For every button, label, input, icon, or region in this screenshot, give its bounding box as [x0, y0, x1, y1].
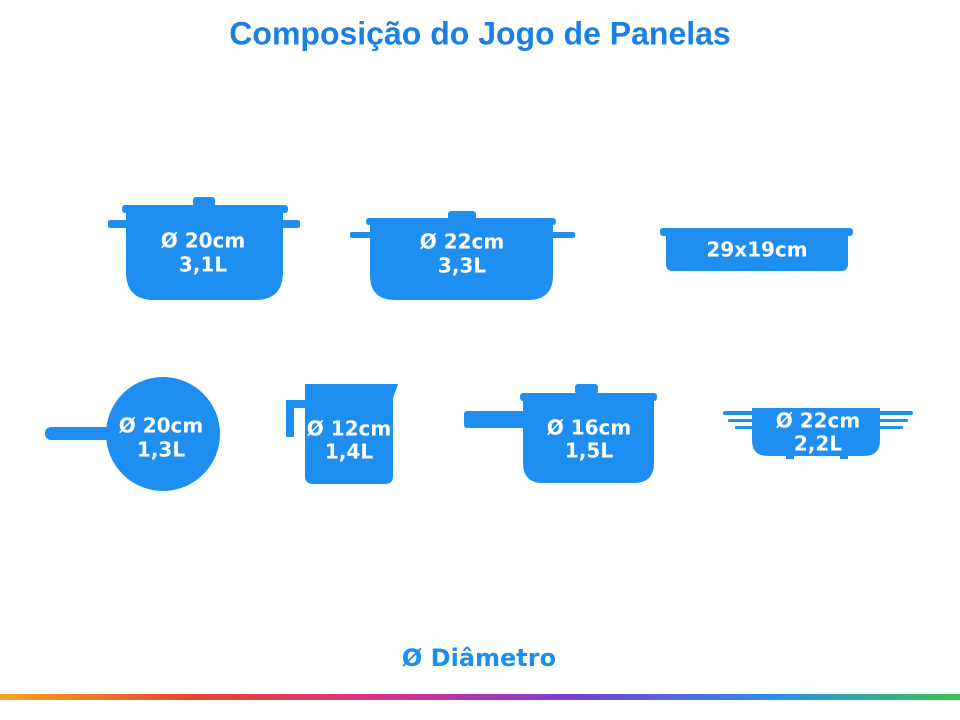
item-label: 1,3L: [137, 438, 185, 462]
item-label: 29x19cm: [706, 238, 807, 262]
item-label: Ø 12cm: [307, 417, 392, 441]
item-label: Ø 22cm: [776, 409, 861, 433]
item-label: 2,2L: [794, 432, 842, 456]
item-label: 1,5L: [565, 439, 613, 463]
pot-2: [350, 211, 575, 300]
item-label: Ø 20cm: [161, 229, 246, 253]
small-pan: [723, 408, 913, 459]
item-label: Ø 16cm: [547, 416, 632, 440]
legend: Ø Diâmetro: [402, 644, 556, 672]
item-label: Ø 22cm: [420, 230, 505, 254]
item-label: 3,1L: [179, 253, 227, 277]
rainbow-bar: [0, 694, 960, 700]
title: Composição do Jogo de Panelas: [229, 15, 730, 51]
frying-pan: [45, 377, 220, 491]
item-label: 1,4L: [325, 440, 373, 464]
milk-jug: [286, 384, 398, 484]
item-label: 3,3L: [438, 254, 486, 278]
saucepan: [464, 384, 657, 483]
baking-pan: [660, 228, 853, 271]
pot-1: [108, 197, 300, 300]
item-label: Ø 20cm: [119, 414, 204, 438]
